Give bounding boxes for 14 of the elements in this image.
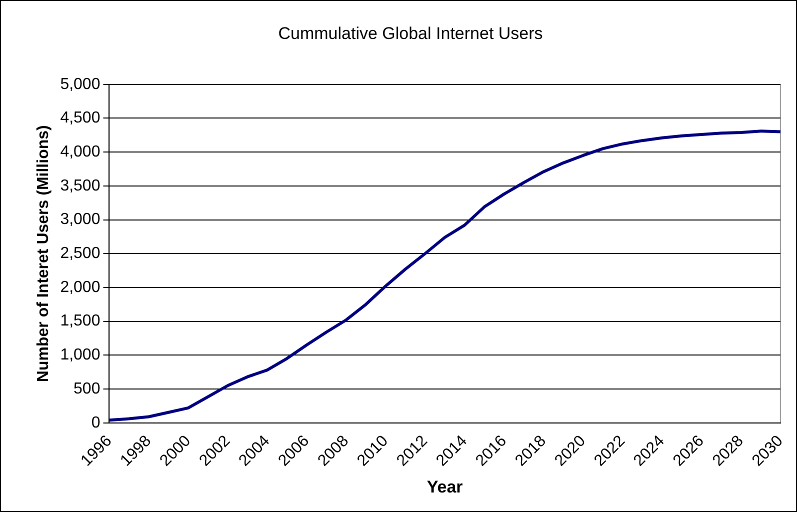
y-tick-label: 4,000 xyxy=(60,143,100,160)
y-tick-label: 500 xyxy=(74,380,100,398)
x-axis-title: Year xyxy=(426,477,464,496)
y-tick-label: 5,000 xyxy=(60,76,100,93)
y-tick-label: 0 xyxy=(91,414,100,432)
y-tick-label: 3,000 xyxy=(60,211,100,228)
y-tick-label: 3,500 xyxy=(60,177,100,194)
y-axis-title: Number of Interet Users (Millions) xyxy=(35,125,52,382)
y-tick-label: 2,500 xyxy=(60,245,100,262)
y-tick-label: 1,000 xyxy=(60,346,100,364)
y-tick-label: 2,000 xyxy=(60,278,100,296)
y-tick-label: 4,500 xyxy=(60,110,100,127)
chart-title: Cummulative Global Internet Users xyxy=(278,24,543,43)
y-tick-label: 1,500 xyxy=(60,312,100,330)
